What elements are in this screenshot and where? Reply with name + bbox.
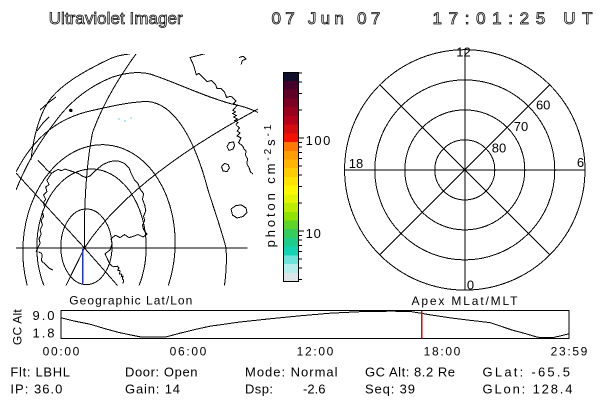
svg-text:Seq: 39: Seq: 39 (365, 382, 415, 397)
svg-text:12: 12 (456, 45, 470, 60)
svg-text:06:00: 06:00 (170, 345, 207, 359)
svg-text:17:01:25 UT: 17:01:25 UT (433, 9, 593, 28)
svg-text:80: 80 (492, 141, 506, 156)
svg-text:70: 70 (514, 119, 528, 134)
svg-text:23:59: 23:59 (551, 345, 588, 359)
svg-text:GLat: -65.5: GLat: -65.5 (483, 365, 571, 380)
svg-text:Geographic Lat/Lon: Geographic Lat/Lon (69, 293, 192, 307)
svg-text:-2.6: -2.6 (303, 382, 326, 397)
svg-text:100: 100 (306, 133, 331, 148)
svg-text:60: 60 (536, 97, 550, 112)
svg-text:IP: 36.0: IP: 36.0 (10, 382, 62, 397)
svg-text:00:00: 00:00 (43, 345, 80, 359)
svg-text:GLon: 128.4: GLon: 128.4 (483, 382, 573, 397)
svg-text:6: 6 (577, 155, 584, 170)
svg-text:1.8: 1.8 (33, 326, 55, 341)
svg-text:0: 0 (467, 278, 474, 293)
svg-text:12:00: 12:00 (297, 345, 334, 359)
svg-text:Apex MLat/MLT: Apex MLat/MLT (412, 294, 519, 308)
svg-text:Ultraviolet Imager: Ultraviolet Imager (49, 9, 183, 28)
svg-text:Flt: LBHL: Flt: LBHL (10, 365, 70, 380)
svg-text:9.0: 9.0 (33, 308, 55, 323)
svg-text:Gain: 14: Gain: 14 (125, 382, 180, 397)
svg-text:18:00: 18:00 (424, 345, 461, 359)
svg-text:GC Alt: GC Alt (11, 309, 25, 345)
svg-text:Mode: Normal: Mode: Normal (245, 365, 338, 380)
svg-text:18: 18 (349, 156, 363, 171)
svg-text:Dsp:: Dsp: (245, 382, 273, 397)
svg-text:07 Jun 07: 07 Jun 07 (272, 9, 381, 28)
svg-text:GC Alt: 8.2 Re: GC Alt: 8.2 Re (365, 365, 455, 380)
svg-text:photon cm-2s-1: photon cm-2s-1 (263, 122, 278, 248)
svg-text:Door: Open: Door: Open (125, 365, 198, 380)
svg-text:10: 10 (306, 226, 321, 241)
